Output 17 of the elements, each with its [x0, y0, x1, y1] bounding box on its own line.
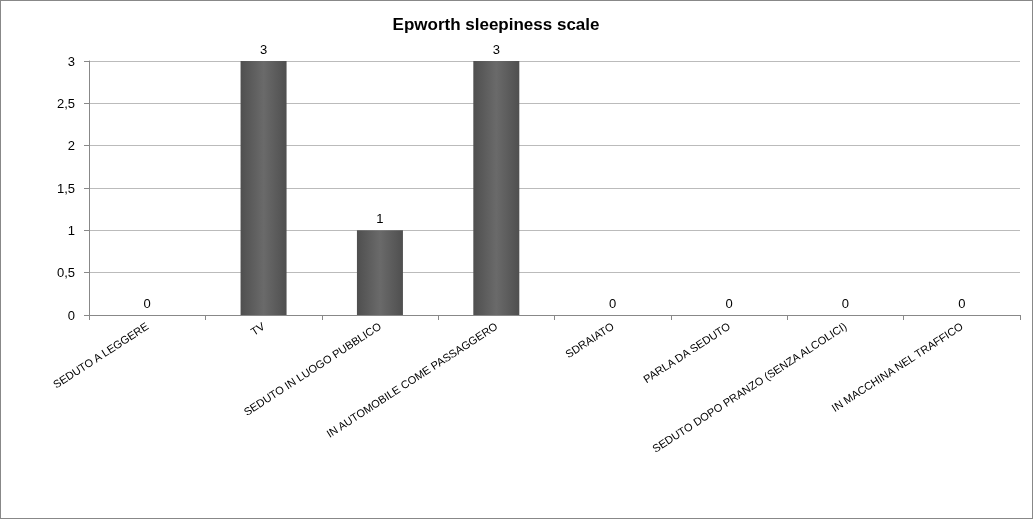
data-label: 3	[259, 42, 268, 57]
data-label: 0	[725, 296, 733, 311]
y-tick-label: 3	[67, 53, 75, 69]
y-tick-label: 2,5	[56, 95, 75, 111]
y-tick-label: 0	[67, 307, 75, 323]
y-tick-label: 0,5	[56, 265, 75, 281]
chart-title: Epworth sleepiness scale	[392, 15, 600, 34]
data-label: 0	[958, 296, 966, 311]
y-tick-label: 2	[67, 138, 75, 154]
data-label: 0	[143, 296, 151, 311]
data-label: 0	[841, 296, 850, 311]
y-tick-label: 1	[67, 222, 75, 238]
data-label: 3	[492, 42, 500, 57]
data-label: 1	[376, 211, 384, 227]
data-label: 0	[609, 296, 617, 311]
y-tick-label: 1,5	[56, 180, 75, 196]
x-tick-label: TV	[248, 319, 268, 338]
